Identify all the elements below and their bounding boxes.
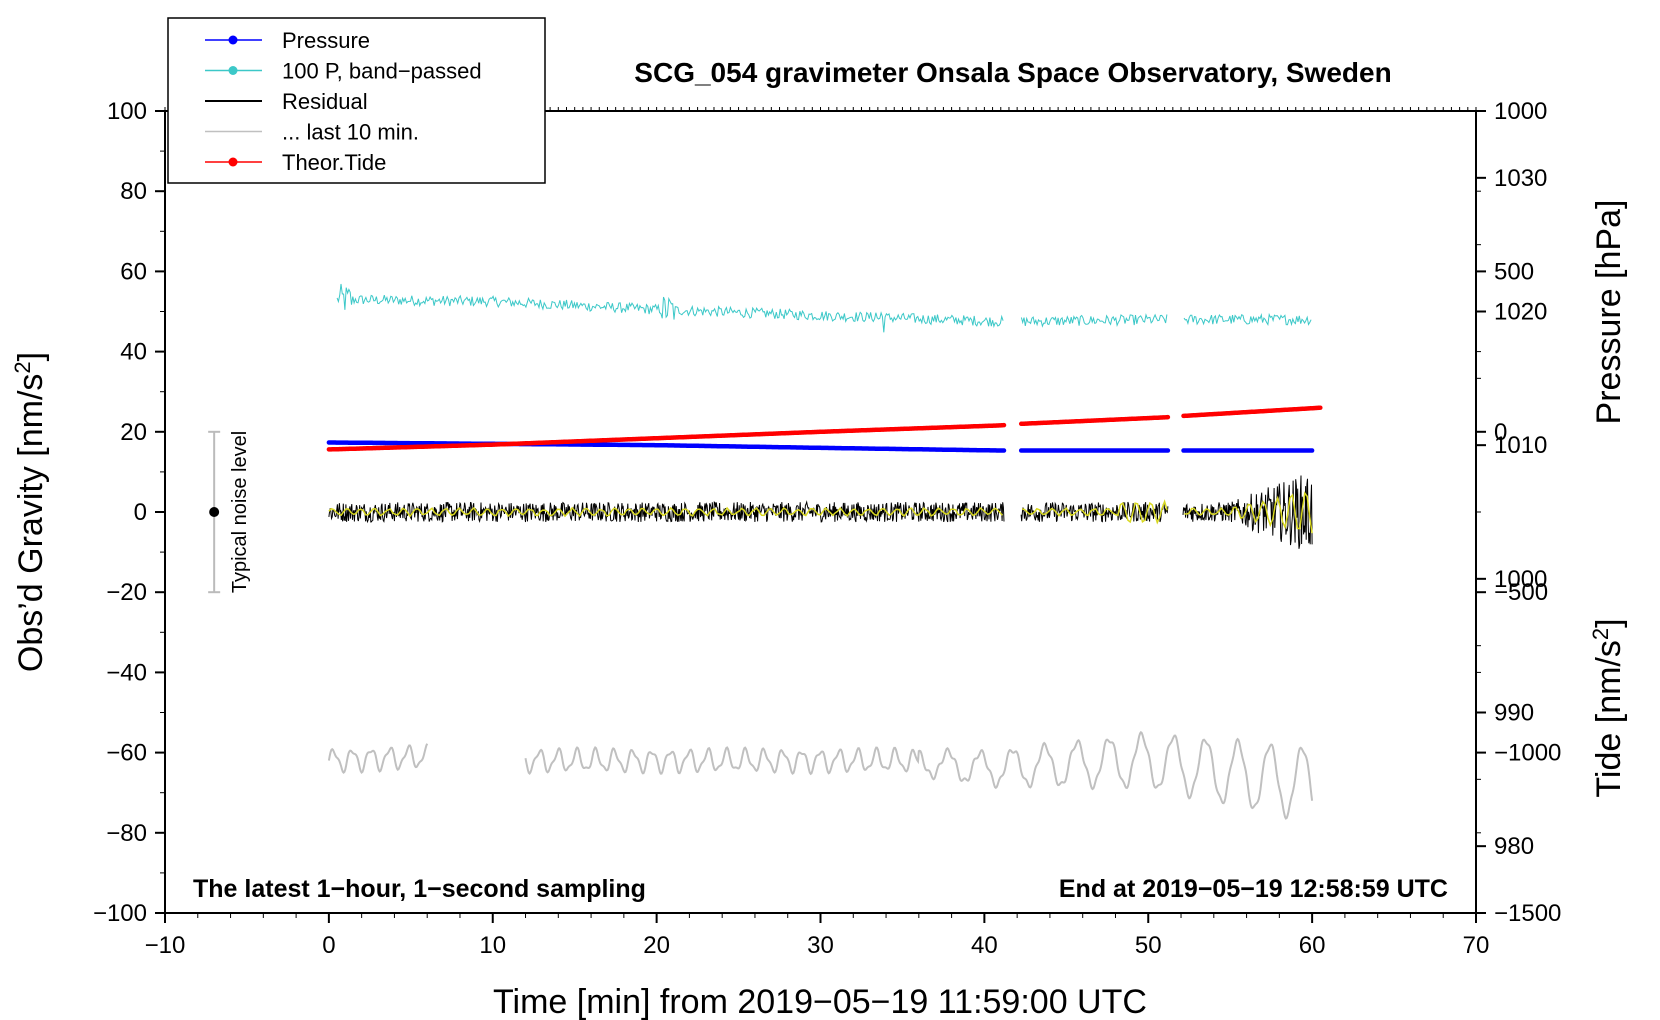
note-right: End at 2019−05−19 12:58:59 UTC — [1059, 875, 1448, 903]
note-left: The latest 1−hour, 1−second sampling — [193, 875, 646, 903]
last-10-min-line — [327, 743, 429, 775]
residual-line — [328, 500, 1005, 524]
noise-level-label: Typical noise level — [229, 431, 251, 593]
y-left-tick-label: −60 — [106, 740, 147, 767]
legend-label: Pressure — [282, 28, 370, 53]
y-axis-label-tide: Tide [nm/s2] — [1588, 618, 1628, 797]
y-pressure-tick-label: 980 — [1494, 833, 1534, 860]
last-10-min-line — [524, 730, 1314, 820]
residual-smoothed-line — [1021, 499, 1168, 525]
y-left-tick-label: 60 — [120, 258, 147, 285]
x-tick-label: 50 — [1135, 932, 1162, 959]
y-left-tick-label: 80 — [120, 178, 147, 205]
y-pressure-tick-label: 1020 — [1494, 299, 1547, 326]
y-left-tick-label: −40 — [106, 659, 147, 686]
y-tide-tick-label: −1000 — [1494, 740, 1561, 767]
x-tick-label: 0 — [322, 932, 335, 959]
residual-line — [1182, 475, 1313, 549]
x-tick-label: 30 — [807, 932, 834, 959]
y-pressure-tick-label: 1010 — [1494, 432, 1547, 459]
x-tick-label: 40 — [971, 932, 998, 959]
noise-bar-center — [209, 507, 220, 517]
legend-label: 100 P, band−passed — [282, 59, 482, 84]
y-pressure-tick-label: 990 — [1494, 700, 1534, 727]
noise-level-indicator: Typical noise level — [208, 430, 251, 594]
y-left-tick-label: 20 — [120, 419, 147, 446]
series-pressure — [326, 440, 1315, 453]
y-left-tick-label: −20 — [106, 579, 147, 606]
y-tide-tick-label: 1000 — [1494, 98, 1547, 125]
x-tick-label: 20 — [643, 932, 670, 959]
pressure-line — [326, 440, 1007, 453]
y-tide-tick-label: −500 — [1494, 579, 1548, 606]
y-tide-tick-label: 0 — [1494, 419, 1507, 446]
band-passed-line — [336, 283, 1004, 333]
y-left-tick-label: 100 — [107, 98, 147, 125]
tide-line — [1181, 405, 1323, 419]
legend-item: Theor.Tide — [205, 150, 386, 175]
y-pressure-tick-label: 1000 — [1494, 566, 1547, 593]
series-theor-tide — [326, 405, 1323, 452]
band-passed-line — [1020, 313, 1168, 328]
y-left-tick-label: −80 — [106, 820, 147, 847]
tick-labels: −10 0 10 20 30 40 50 60 70100806040200−20−40−60−… — [93, 98, 1561, 959]
x-tick-label: −10 — [145, 932, 186, 959]
legend-item: 100 P, band−passed — [205, 59, 482, 84]
series-last-10-min — [327, 730, 1314, 820]
legend-marker — [228, 157, 238, 167]
y-axis-label-pressure: Pressure [hPa] — [1590, 200, 1628, 425]
tide-line — [1018, 414, 1171, 427]
legend-marker — [228, 66, 238, 75]
y-tide-tick-label: −1500 — [1494, 900, 1561, 927]
y-pressure-tick-label: 1030 — [1494, 165, 1547, 192]
residual-smoothed-line — [1184, 491, 1313, 534]
band-passed-line — [1183, 312, 1312, 327]
series-band-passed — [336, 283, 1312, 333]
series-layer — [326, 283, 1323, 820]
tide-line — [326, 422, 1007, 452]
x-tick-label: 70 — [1463, 932, 1490, 959]
legend-marker — [228, 35, 238, 45]
x-axis-label: Time [min] from 2019−05−19 11:59:00 UTC — [493, 983, 1147, 1020]
y-left-tick-label: −100 — [93, 900, 147, 927]
plot-frame — [164, 110, 1477, 914]
series-residual — [328, 475, 1313, 549]
residual-line — [1020, 501, 1169, 523]
legend-item: Residual — [205, 89, 368, 114]
y-tide-tick-label: 500 — [1494, 258, 1534, 285]
legend-item: Pressure — [205, 28, 370, 53]
x-tick-label: 60 — [1299, 932, 1326, 959]
legend-label: ... last 10 min. — [282, 120, 419, 145]
legend: Pressure 100 P, band−passed Residual ... la… — [167, 17, 546, 184]
residual-smoothed-line — [328, 506, 1003, 518]
chart-title: SCG_054 gravimeter Onsala Space Observat… — [634, 57, 1391, 88]
y-left-tick-label: 0 — [134, 499, 147, 526]
legend-label: Theor.Tide — [282, 150, 386, 175]
y-left-tick-label: 40 — [120, 339, 147, 366]
legend-item: ... last 10 min. — [205, 120, 419, 145]
legend-label: Residual — [282, 89, 368, 114]
y-axis-label-left: Obs’d Gravity [nm/s2] — [10, 352, 50, 672]
x-tick-label: 10 — [479, 932, 506, 959]
